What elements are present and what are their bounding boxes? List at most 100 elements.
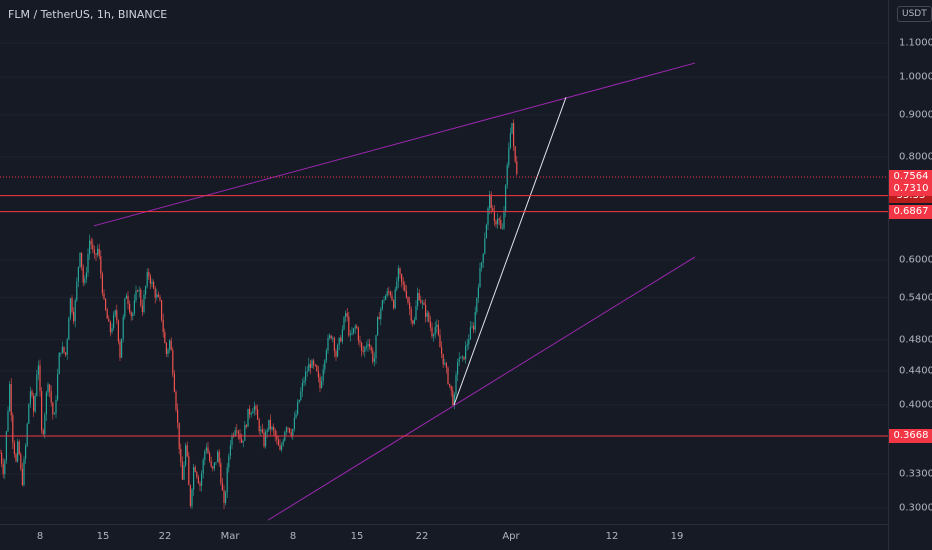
time-tick-label: 15 [96, 531, 110, 542]
candle-body [377, 317, 379, 336]
candle-body [441, 347, 443, 354]
candle-body [162, 319, 164, 333]
candle-body [31, 391, 33, 396]
candle-body [218, 451, 220, 464]
candle-body [247, 408, 249, 427]
candle-body [79, 252, 81, 268]
candle-body [61, 346, 63, 353]
candle-body [124, 298, 126, 317]
candle-body [236, 430, 238, 432]
candle-body [149, 276, 151, 284]
candle-body [108, 318, 110, 322]
candle-body [135, 290, 137, 301]
candle-body [116, 310, 118, 321]
candle-body [508, 147, 510, 166]
candle-body [49, 384, 51, 392]
candle-body [436, 324, 438, 327]
candle-body [161, 300, 163, 320]
candle-body [41, 391, 43, 431]
candle-body [500, 220, 502, 229]
candle-body [351, 332, 353, 335]
candle-body [282, 440, 284, 446]
candle-body [1, 452, 3, 464]
candle-body [471, 326, 473, 328]
candle-body [101, 273, 103, 294]
candle-body [330, 335, 332, 339]
candle-body [228, 455, 230, 468]
candle-body [261, 429, 263, 433]
candle-body [492, 208, 494, 212]
candle-body [277, 439, 279, 446]
candle-body [281, 445, 283, 450]
candle-body [183, 465, 185, 480]
candle-body [175, 391, 177, 410]
candle-body [354, 326, 356, 329]
candle-body [81, 252, 83, 267]
candle-body [73, 311, 75, 322]
candle-body [220, 463, 222, 483]
currency-badge[interactable]: USDT [897, 6, 932, 22]
candle-body [44, 414, 46, 435]
candle-body [141, 305, 143, 313]
time-tick-label: Apr [502, 531, 520, 542]
candle-body [57, 374, 59, 400]
candle-body [420, 300, 422, 303]
candle-body [466, 344, 468, 346]
candle-body [159, 296, 161, 301]
candle-body [12, 415, 14, 443]
candle-body [338, 337, 340, 345]
candle-body [85, 272, 87, 280]
candle-body [244, 425, 246, 441]
candle-body [349, 334, 351, 336]
candle-body [258, 419, 260, 432]
candle-body [257, 409, 259, 420]
candle-body [127, 295, 129, 304]
candle-body [383, 299, 385, 301]
candle-body [97, 248, 99, 255]
candle-body [433, 334, 435, 337]
candle-body [29, 391, 31, 404]
candle-body [138, 289, 140, 292]
time-tick-label: Mar [220, 531, 240, 542]
candle-body [402, 281, 404, 285]
price-badge-level: 0.3668 [889, 429, 932, 444]
candle-body [380, 308, 382, 320]
candle-body [9, 384, 11, 411]
candle-body [381, 300, 383, 309]
candle-body [13, 442, 15, 455]
candle-body [343, 317, 345, 330]
candle-body [329, 335, 331, 339]
candle-body [279, 445, 281, 450]
price-scale[interactable]: 1.1000 1.0000 0.9000 0.8000 0.6000 0.5400 0.48… [888, 0, 932, 550]
time-tick-label: 8 [289, 531, 297, 542]
candle-body [417, 292, 419, 307]
candle-body [450, 385, 452, 391]
candle-body [164, 332, 166, 344]
candle-body [300, 391, 302, 400]
candle-body [418, 292, 420, 301]
candle-body [221, 482, 223, 491]
candle-body [431, 327, 433, 337]
candle-body [465, 345, 467, 360]
candle-body [340, 337, 342, 342]
candle-body [146, 272, 148, 287]
candle-body [506, 165, 508, 186]
candle-body [197, 477, 199, 484]
candle-body [265, 431, 267, 447]
candle-body [117, 320, 119, 342]
price-tick-label: 0.4000 [899, 399, 932, 411]
candle-body [207, 447, 209, 454]
candle-body [210, 461, 212, 467]
candle-body [173, 374, 175, 392]
candle-body [332, 337, 334, 339]
candle-body [413, 319, 415, 324]
candle-body [316, 365, 318, 371]
candle-body [242, 440, 244, 443]
price-chart[interactable] [0, 0, 888, 524]
candle-body [345, 313, 347, 318]
candle-body [185, 445, 187, 466]
candle-body [370, 346, 372, 351]
time-scale[interactable]: 8 15 22 Mar 8 15 22 Apr 12 19 [0, 524, 888, 550]
candle-body [325, 350, 327, 361]
candle-body [21, 468, 23, 485]
